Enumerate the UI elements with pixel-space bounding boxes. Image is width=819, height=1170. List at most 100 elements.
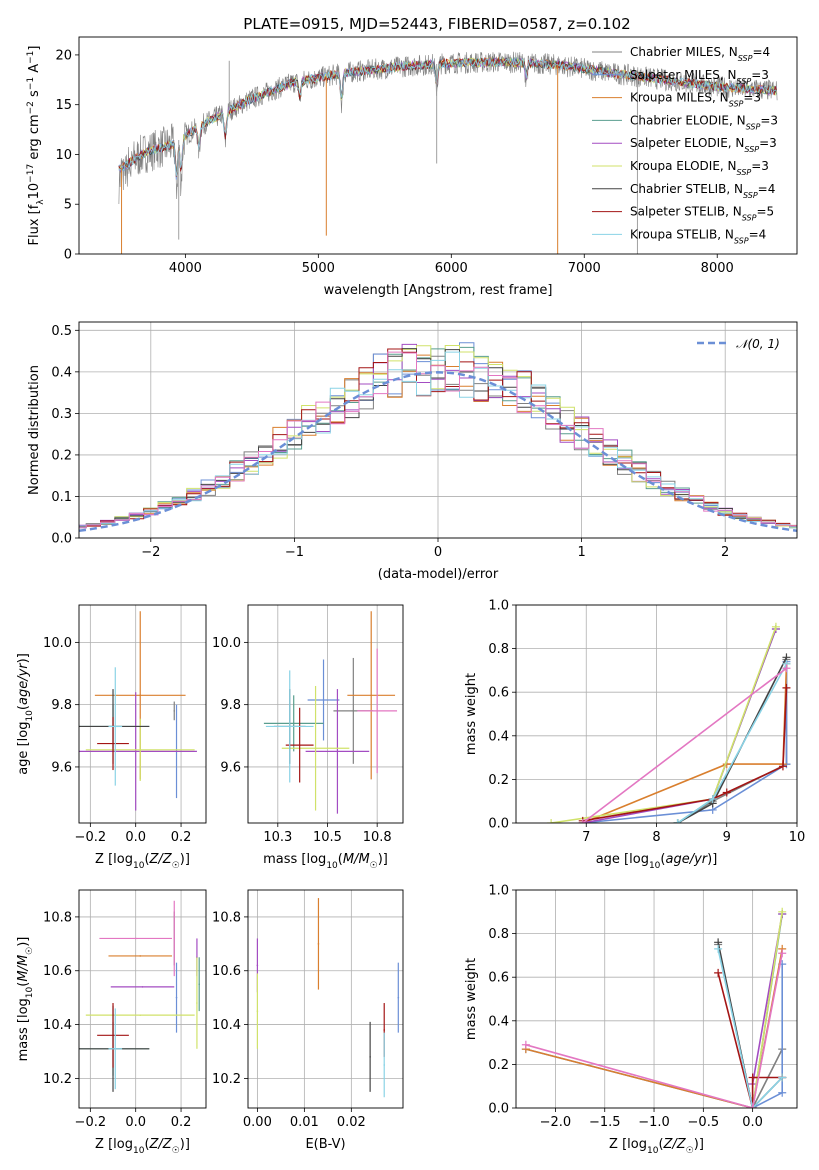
data-point bbox=[141, 986, 144, 988]
x-axis-label: E(B-V) bbox=[305, 1137, 345, 1152]
x-axis-label-part: age/yr bbox=[665, 852, 708, 867]
data-point bbox=[256, 1010, 259, 1012]
tick-label-y: 10.8 bbox=[43, 910, 72, 925]
y-axis-label-part: age/yr bbox=[16, 662, 31, 705]
tick-label-x: 8000 bbox=[701, 261, 734, 276]
tick-label-y: 10.6 bbox=[43, 964, 72, 979]
series-marker bbox=[714, 968, 723, 977]
y-axis-label-part: erg cm bbox=[27, 114, 42, 163]
series-marker bbox=[708, 795, 717, 804]
tick-label-y: 0.0 bbox=[488, 1102, 509, 1117]
data-point bbox=[322, 699, 325, 701]
plot-area bbox=[79, 342, 797, 532]
panel-mass_vs_Z: −0.2 0.0 0.210.210.410.610.8Z [log10(Z/Z☉)… bbox=[16, 889, 207, 1156]
series-marker bbox=[748, 1073, 757, 1082]
tick-label-x: −0.5 bbox=[688, 1115, 720, 1130]
tick-label-x: −1.0 bbox=[638, 1115, 670, 1130]
x-axis-label-part: 10 bbox=[133, 861, 145, 871]
tick-label-y: 0.6 bbox=[488, 686, 509, 701]
tick-label-y: 0.4 bbox=[488, 1014, 509, 1029]
x-axis-label-part: )] bbox=[694, 1137, 704, 1152]
data-point bbox=[397, 996, 400, 999]
plot-area bbox=[547, 622, 791, 823]
histogram-step-line bbox=[79, 351, 797, 528]
x-axis-label-part: Z/Z bbox=[663, 1137, 687, 1152]
tick-label-x: 0.0 bbox=[742, 1115, 763, 1130]
axes-frame bbox=[515, 889, 798, 1109]
y-axis-label: age [log10(age/yr)] bbox=[16, 653, 35, 775]
tick-label-x: 0 bbox=[434, 545, 442, 560]
tick-label-y: 9.8 bbox=[51, 698, 72, 713]
series-line bbox=[717, 972, 783, 1108]
series-marker bbox=[778, 949, 787, 958]
x-axis-label-part: mass [log bbox=[263, 852, 326, 867]
x-axis-label-part: ☉ bbox=[370, 861, 378, 871]
normal-reference-curve bbox=[79, 371, 797, 532]
legend-label: Salpeter MILES, N bbox=[630, 68, 737, 82]
tick-label-y: 9.6 bbox=[220, 760, 241, 775]
axes-frame bbox=[78, 36, 798, 255]
y-axis-label-part: ☉ bbox=[25, 947, 35, 955]
axes-frame bbox=[78, 321, 798, 539]
x-axis-label-part: Z [log bbox=[609, 1137, 647, 1152]
y-axis-label-part: λ bbox=[36, 199, 46, 205]
legend-label: Salpeter ELODIE, N bbox=[630, 136, 744, 150]
x-axis-label: age [log10(age/yr)] bbox=[596, 852, 718, 871]
x-axis-label: mass [log10(M/M☉)] bbox=[263, 852, 388, 871]
data-point bbox=[114, 1047, 117, 1050]
legend-label: Kroupa ELODIE, N bbox=[630, 159, 737, 173]
tick-label-y: 10.6 bbox=[212, 964, 241, 979]
series-marker bbox=[722, 788, 731, 797]
x-axis-label-part: ☉ bbox=[686, 1146, 694, 1156]
legend-entry: Salpeter MILES, NSSP=3 bbox=[630, 68, 769, 86]
series-line bbox=[582, 628, 777, 823]
y-axis-label-part: ] bbox=[27, 46, 42, 51]
series-marker bbox=[782, 683, 791, 692]
y-axis-label-part: )] bbox=[16, 653, 31, 663]
legend-entry: Kroupa MILES, NSSP=3 bbox=[630, 91, 761, 109]
legend-sub: SSP bbox=[734, 236, 749, 245]
legend-suffix: =3 bbox=[751, 159, 769, 173]
data-point bbox=[288, 725, 291, 728]
legend-suffix: =3 bbox=[743, 91, 761, 105]
y-axis-label-part: )] bbox=[16, 937, 31, 947]
series-line bbox=[677, 663, 788, 823]
tick-label-y: 0.3 bbox=[51, 407, 72, 422]
tick-label-x: −2 bbox=[141, 545, 160, 560]
x-axis-label-part: 10 bbox=[133, 1146, 145, 1156]
data-point bbox=[376, 710, 378, 712]
tick-label-x: −1.5 bbox=[589, 1115, 621, 1130]
legend-label: Kroupa MILES, N bbox=[630, 91, 729, 105]
tick-label-x: 10 bbox=[789, 830, 806, 845]
tick-label-x: 10.5 bbox=[313, 830, 342, 845]
tick-label-y: 10 bbox=[55, 148, 72, 163]
y-axis-label-part: mass [log bbox=[16, 998, 31, 1061]
data-point bbox=[139, 1014, 142, 1016]
legend-suffix: =4 bbox=[758, 182, 776, 196]
legend-suffix: =4 bbox=[749, 227, 767, 241]
x-axis-label-part: ☉ bbox=[172, 861, 180, 871]
x-axis-label-part: )] bbox=[180, 852, 190, 867]
x-axis-label-part: Z/Z bbox=[149, 1137, 173, 1152]
data-point bbox=[139, 749, 142, 751]
tick-label-x: 0.0 bbox=[125, 1115, 146, 1130]
tick-label-y: 0.1 bbox=[51, 490, 72, 505]
legend-entry: Kroupa ELODIE, NSSP=3 bbox=[630, 159, 769, 177]
y-axis-label-part: −2 bbox=[26, 101, 36, 114]
y-axis-label-part: −1 bbox=[26, 51, 36, 64]
data-point bbox=[175, 996, 178, 999]
series-line bbox=[525, 953, 783, 1108]
series-marker bbox=[778, 1088, 787, 1097]
tick-label-y: 0.0 bbox=[51, 532, 72, 547]
axes-frame bbox=[78, 604, 207, 824]
x-axis-label-part: Z [log bbox=[95, 852, 133, 867]
series-line bbox=[550, 626, 777, 823]
legend-entry: Kroupa STELIB, NSSP=4 bbox=[630, 227, 766, 245]
x-axis-label-part: ( bbox=[658, 1137, 663, 1152]
data-point bbox=[370, 694, 373, 697]
data-point bbox=[383, 1064, 386, 1066]
legend-sub: SSP bbox=[729, 99, 744, 108]
tick-label-x: −2.0 bbox=[540, 1115, 572, 1130]
series-marker bbox=[782, 664, 791, 673]
